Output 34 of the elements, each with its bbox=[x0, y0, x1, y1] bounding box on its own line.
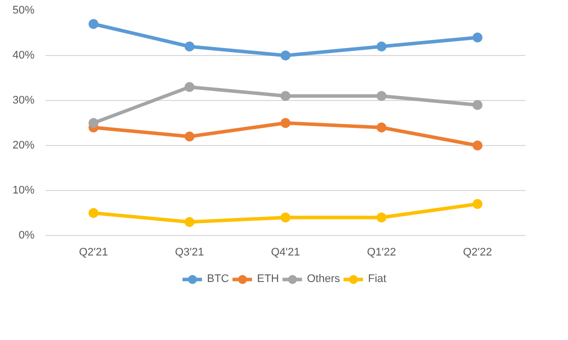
point bbox=[184, 82, 194, 92]
x-tick-label: Q3'21 bbox=[174, 246, 204, 258]
legend-label: BTC bbox=[206, 273, 229, 285]
legend-label: ETH bbox=[256, 273, 279, 285]
point bbox=[472, 32, 482, 42]
point bbox=[88, 118, 98, 128]
y-tick-label: 20% bbox=[12, 140, 35, 152]
y-tick-label: 10% bbox=[12, 184, 35, 196]
x-tick-label: Q4'21 bbox=[270, 246, 300, 258]
y-tick-label: 50% bbox=[12, 4, 35, 16]
point bbox=[280, 91, 290, 101]
x-tick-label: Q2'22 bbox=[462, 246, 492, 258]
point bbox=[376, 212, 386, 222]
point bbox=[472, 140, 482, 150]
point bbox=[472, 100, 482, 110]
legend-label: Fiat bbox=[368, 273, 388, 285]
x-tick-label: Q2'21 bbox=[78, 246, 108, 258]
y-tick-label: 0% bbox=[18, 230, 35, 242]
point bbox=[280, 50, 290, 60]
point bbox=[376, 122, 386, 132]
legend-label: Others bbox=[306, 273, 340, 285]
point bbox=[376, 91, 386, 101]
point bbox=[472, 199, 482, 209]
point bbox=[280, 118, 290, 128]
x-tick-label: Q1'22 bbox=[366, 246, 396, 258]
y-tick-label: 30% bbox=[12, 94, 35, 106]
point bbox=[88, 208, 98, 218]
point bbox=[184, 42, 194, 52]
point bbox=[280, 212, 290, 222]
y-tick-label: 40% bbox=[12, 50, 35, 62]
point bbox=[184, 217, 194, 227]
point bbox=[376, 42, 386, 52]
point bbox=[184, 132, 194, 142]
point bbox=[88, 19, 98, 29]
